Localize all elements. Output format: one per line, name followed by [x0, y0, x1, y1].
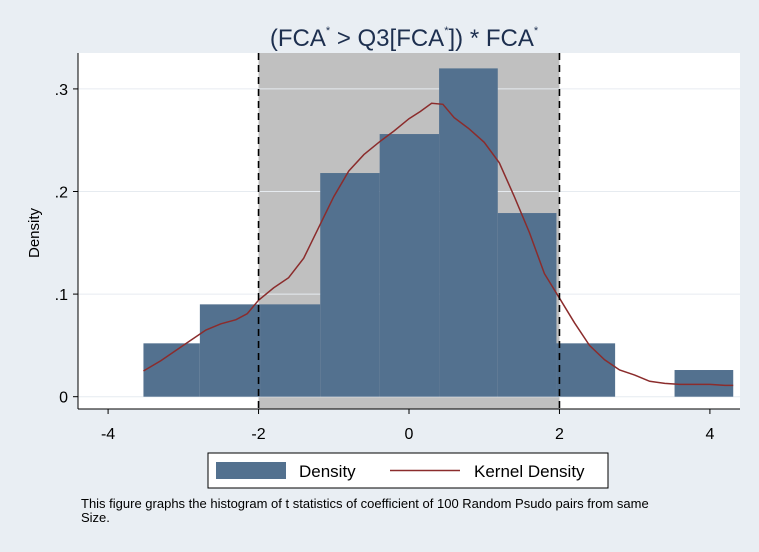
y-tick-label-1: .1 [55, 287, 68, 304]
x-tick-label-1: -2 [251, 426, 265, 443]
histogram-bar-2 [260, 304, 321, 397]
histogram-bar-5 [439, 68, 498, 397]
x-tick-label-0: -4 [101, 426, 115, 443]
legend-swatch-density [216, 462, 286, 479]
legend: Density Kernel Density [207, 452, 609, 489]
histogram-bar-0 [143, 343, 200, 397]
legend-label-density: Density [299, 462, 356, 481]
histogram-bar-7 [556, 343, 616, 397]
kernel-density-line [143, 102, 734, 387]
x-tick-label-3: 2 [555, 426, 564, 443]
y-axis-label: Density [26, 207, 43, 258]
x-tick-label-2: 0 [405, 426, 414, 443]
histogram-bar-9 [674, 370, 734, 397]
y-tick-label-3: .3 [55, 82, 68, 99]
legend-label-kernel-density: Kernel Density [474, 462, 585, 481]
y-tick-label-0: 0 [59, 390, 68, 407]
histogram-bar-1 [199, 304, 261, 397]
x-tick-label-4: 4 [705, 426, 714, 443]
histogram-bar-3 [320, 173, 380, 397]
histogram-bar-4 [379, 134, 440, 397]
histogram-bar-6 [497, 213, 557, 397]
plot-area: 0 .1 .2 .3 -4 -2 0 2 4 [55, 53, 740, 443]
chart-title: (FCA* > Q3[FCA*]) * FCA* [270, 25, 539, 52]
chart-note: This figure graphs the histogram of t st… [81, 496, 649, 525]
y-tick-label-2: .2 [55, 185, 68, 202]
